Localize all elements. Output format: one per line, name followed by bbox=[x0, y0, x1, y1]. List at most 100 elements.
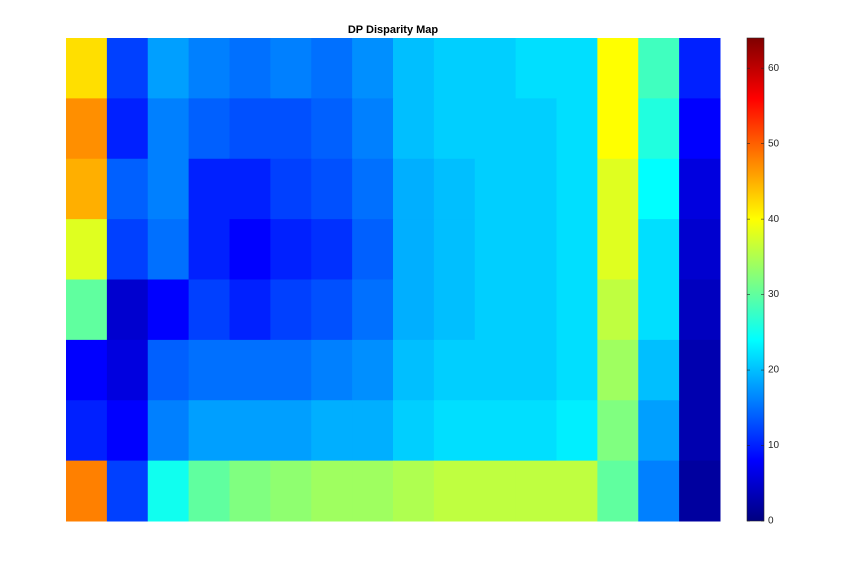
colorbar-tick-label: 10 bbox=[768, 440, 780, 451]
heatmap-cell bbox=[474, 339, 517, 401]
colorbar-tick-label: 40 bbox=[768, 214, 780, 225]
heatmap-cell bbox=[66, 279, 108, 341]
heatmap-cell bbox=[515, 98, 557, 160]
heatmap-cell bbox=[66, 400, 108, 462]
colorbar-tick-label: 0 bbox=[768, 516, 774, 527]
heatmap-cell bbox=[433, 158, 476, 220]
heatmap-cell bbox=[311, 400, 353, 462]
heatmap-cell bbox=[638, 279, 680, 341]
heatmap-cell bbox=[311, 279, 353, 341]
heatmap-cell bbox=[270, 158, 312, 220]
heatmap-cell bbox=[597, 38, 639, 99]
heatmap-cell bbox=[147, 460, 190, 522]
heatmap-cell bbox=[556, 219, 598, 280]
heatmap-cell bbox=[106, 219, 149, 280]
heatmap-cell bbox=[556, 279, 598, 341]
heatmap-cell bbox=[433, 219, 476, 280]
heatmap-cell bbox=[66, 98, 108, 160]
heatmap-cell bbox=[556, 38, 598, 99]
colorbar-tick-label: 20 bbox=[768, 365, 780, 376]
heatmap-cell bbox=[556, 158, 598, 220]
heatmap-cell bbox=[352, 339, 394, 401]
heatmap-cell bbox=[188, 98, 230, 160]
heatmap-cell bbox=[352, 279, 394, 341]
heatmap-cell bbox=[147, 158, 190, 220]
heatmap-cell bbox=[597, 219, 639, 280]
heatmap-cell bbox=[638, 400, 680, 462]
heatmap-cell bbox=[270, 339, 312, 401]
heatmap-cell bbox=[106, 339, 149, 401]
heatmap-cell bbox=[515, 460, 557, 522]
heatmap-cell bbox=[229, 339, 271, 401]
heatmap-cell bbox=[311, 98, 353, 160]
heatmap-cell bbox=[66, 158, 108, 220]
heatmap-cell bbox=[515, 219, 557, 280]
heatmap-cell bbox=[515, 38, 557, 99]
heatmap-cell bbox=[433, 38, 476, 99]
heatmap-cell bbox=[515, 400, 557, 462]
heatmap-cell bbox=[352, 219, 394, 280]
heatmap-cell bbox=[188, 158, 230, 220]
heatmap-cell bbox=[352, 38, 394, 99]
heatmap-cell bbox=[679, 98, 721, 160]
heatmap-cell bbox=[679, 400, 721, 462]
heatmap-cell bbox=[638, 339, 680, 401]
chart-title: DP Disparity Map bbox=[348, 24, 439, 36]
heatmap-cell bbox=[679, 339, 721, 401]
heatmap-cell bbox=[515, 158, 557, 220]
heatmap-cell bbox=[433, 98, 476, 160]
heatmap-cell bbox=[188, 219, 230, 280]
heatmap-cell bbox=[638, 98, 680, 160]
heatmap-cell bbox=[433, 339, 476, 401]
heatmap-cell bbox=[311, 158, 353, 220]
heatmap-cell bbox=[188, 400, 230, 462]
heatmap-cell bbox=[638, 38, 680, 99]
colorbar-tick-label: 30 bbox=[768, 289, 780, 300]
heatmap-cell bbox=[393, 400, 435, 462]
heatmap-cell bbox=[270, 460, 312, 522]
heatmap-cell bbox=[556, 98, 598, 160]
heatmap-cell bbox=[679, 460, 721, 522]
heatmap-cell bbox=[229, 460, 271, 522]
heatmap-cell bbox=[679, 38, 721, 99]
heatmap-cell bbox=[106, 98, 149, 160]
heatmap-cell bbox=[147, 279, 190, 341]
heatmap-cell bbox=[270, 279, 312, 341]
heatmap-cell bbox=[311, 460, 353, 522]
heatmap-cell bbox=[393, 339, 435, 401]
heatmap-cell bbox=[638, 158, 680, 220]
heatmap-cell bbox=[188, 279, 230, 341]
heatmap-cell bbox=[66, 460, 108, 522]
heatmap-cell bbox=[66, 219, 108, 280]
heatmap-cell bbox=[147, 339, 190, 401]
heatmap-cell bbox=[352, 158, 394, 220]
heatmap-cell bbox=[270, 219, 312, 280]
heatmap-cell bbox=[393, 38, 435, 99]
heatmap-cell bbox=[474, 279, 517, 341]
heatmap-cell bbox=[66, 339, 108, 401]
heatmap-cell bbox=[229, 279, 271, 341]
heatmap-cell bbox=[270, 400, 312, 462]
heatmap-cell bbox=[147, 219, 190, 280]
heatmap-cell bbox=[597, 158, 639, 220]
heatmap-cell bbox=[474, 400, 517, 462]
heatmap-cell bbox=[106, 158, 149, 220]
heatmap-cell bbox=[474, 98, 517, 160]
heatmap-cell bbox=[188, 460, 230, 522]
heatmap-cell bbox=[106, 460, 149, 522]
heatmap-cell bbox=[556, 400, 598, 462]
heatmap-cell bbox=[474, 219, 517, 280]
heatmap-cell bbox=[597, 339, 639, 401]
image-area bbox=[66, 38, 721, 522]
heatmap-cell bbox=[433, 460, 476, 522]
heatmap-cell bbox=[433, 400, 476, 462]
heatmap-cell bbox=[597, 400, 639, 462]
heatmap-cell bbox=[147, 400, 190, 462]
colorbar-tick-label: 60 bbox=[768, 63, 780, 74]
heatmap-cell bbox=[474, 38, 517, 99]
heatmap-cell bbox=[679, 219, 721, 280]
heatmap-cell bbox=[393, 279, 435, 341]
heatmap-cell bbox=[188, 339, 230, 401]
heatmap-cell bbox=[556, 339, 598, 401]
